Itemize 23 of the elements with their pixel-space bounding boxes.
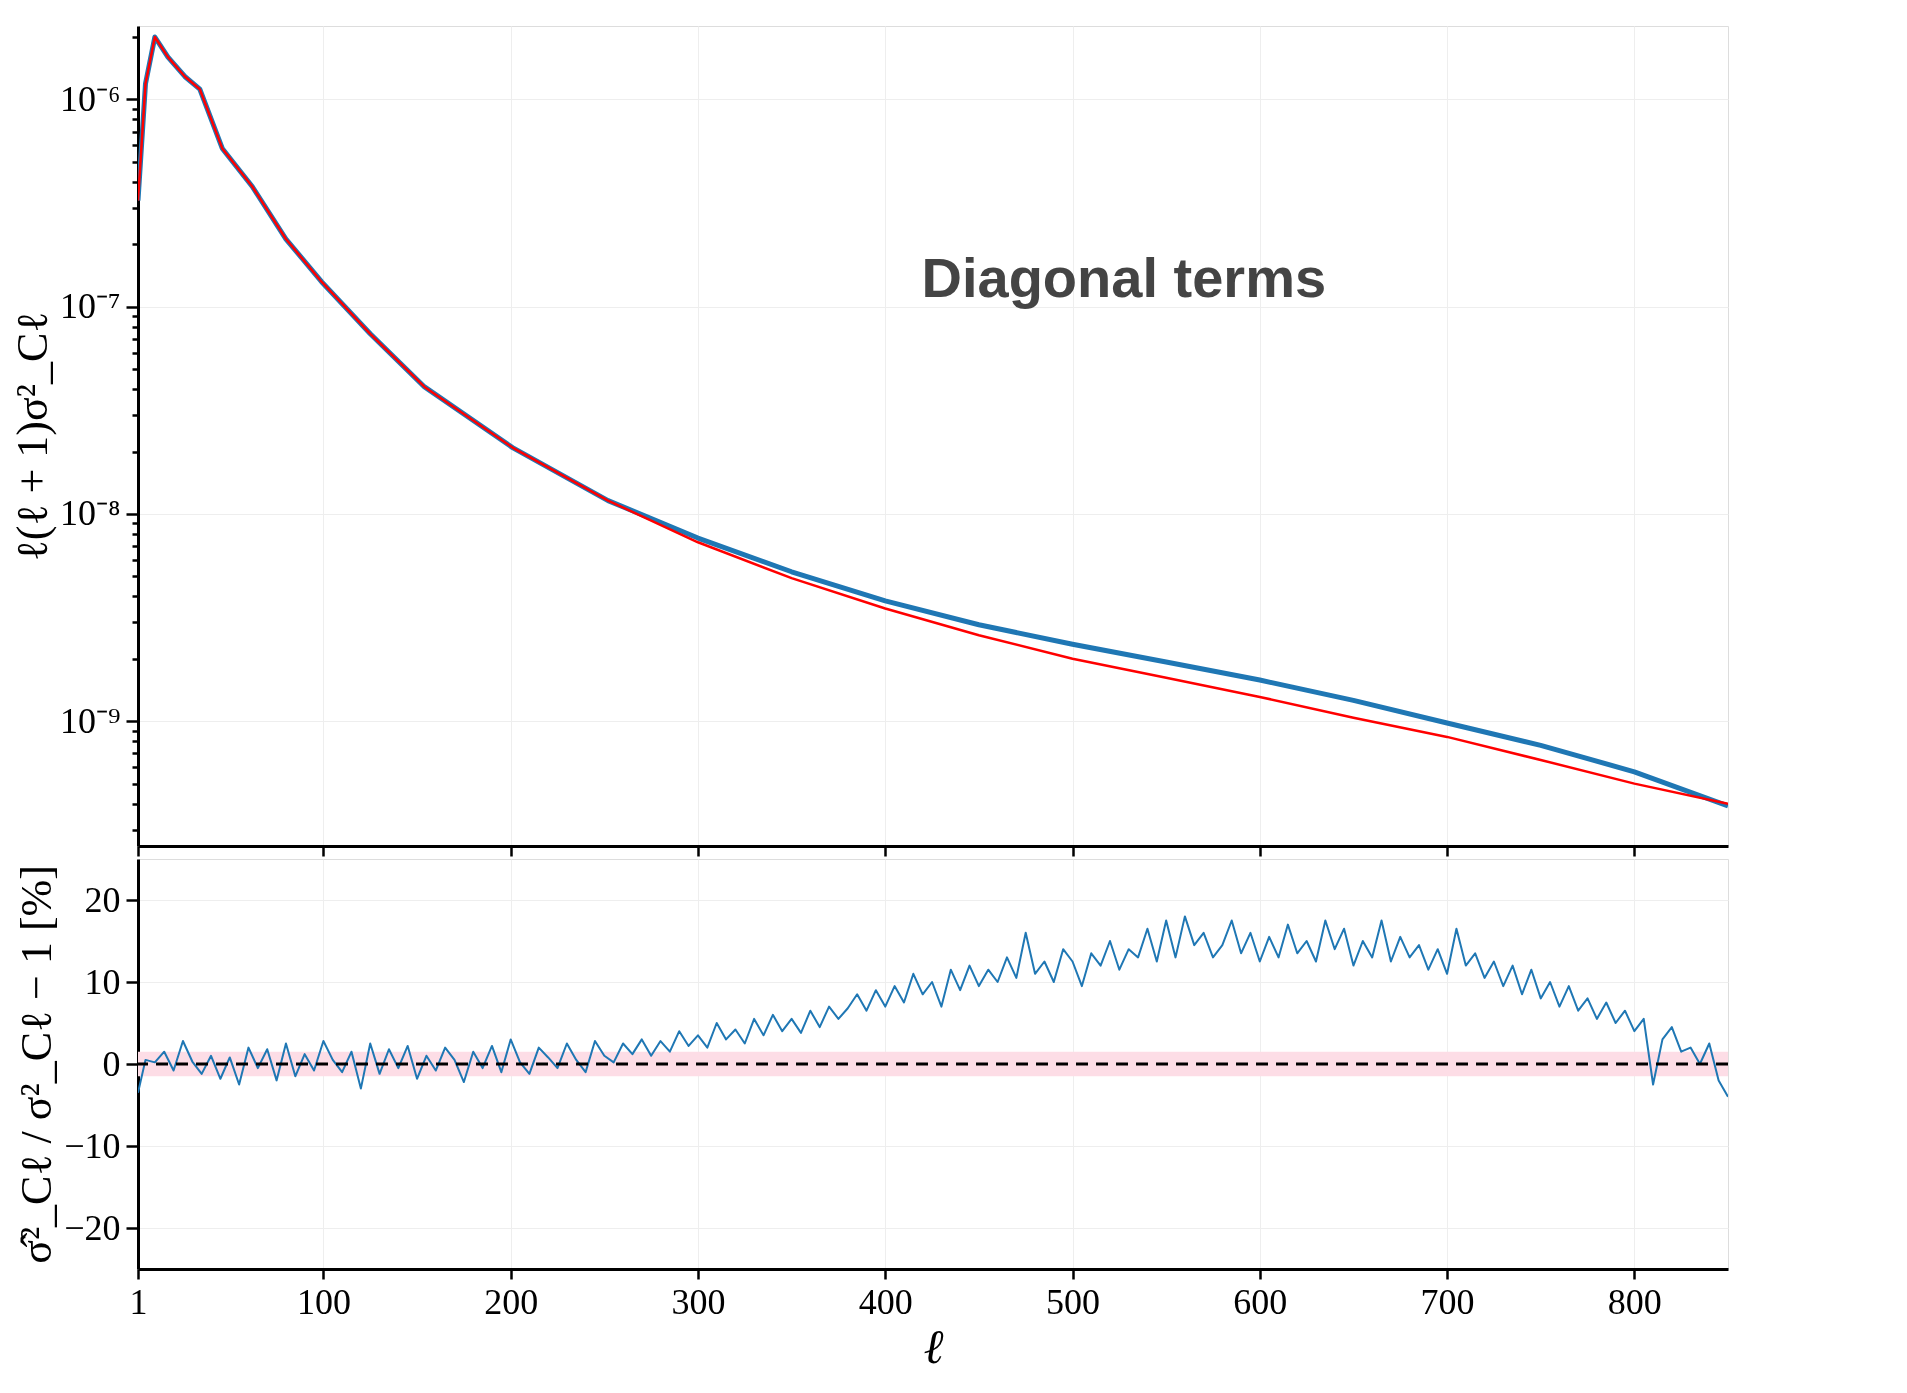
- y-tick-label: 10: [84, 961, 121, 1002]
- x-tick-label: 500: [1046, 1281, 1101, 1322]
- y-tick-label: 0: [102, 1043, 121, 1084]
- x-tick-label: 600: [1233, 1281, 1288, 1322]
- x-tick-label: 800: [1607, 1281, 1662, 1322]
- y-tick-label: 10⁻⁸: [59, 493, 121, 534]
- x-axis-title: ℓ: [923, 1319, 944, 1373]
- line-series: [138, 915, 1728, 1098]
- y-tick-label: 20: [84, 879, 121, 920]
- x-tick-label: 300: [671, 1281, 726, 1322]
- x-tick-label: 200: [484, 1281, 539, 1322]
- y-tick-label: 10⁻⁹: [59, 700, 121, 741]
- annotation: Diagonal terms: [921, 246, 1327, 310]
- x-tick-label: 100: [296, 1281, 351, 1322]
- y-tick-label: −20: [64, 1207, 121, 1248]
- x-tick-label: 400: [858, 1281, 913, 1322]
- x-tick-label: 1: [129, 1281, 148, 1322]
- y-axis-title: ℓ(ℓ + 1)σ²_Cℓ: [7, 311, 57, 562]
- y-tick-label: 10⁻⁶: [59, 78, 121, 119]
- y-tick-label: 10⁻⁷: [59, 286, 121, 327]
- y-tick-label: −10: [64, 1125, 121, 1166]
- y-axis-title: σ̂²_Cℓ / σ²_Cℓ − 1 [%]: [12, 865, 62, 1264]
- x-tick-label: 700: [1420, 1281, 1475, 1322]
